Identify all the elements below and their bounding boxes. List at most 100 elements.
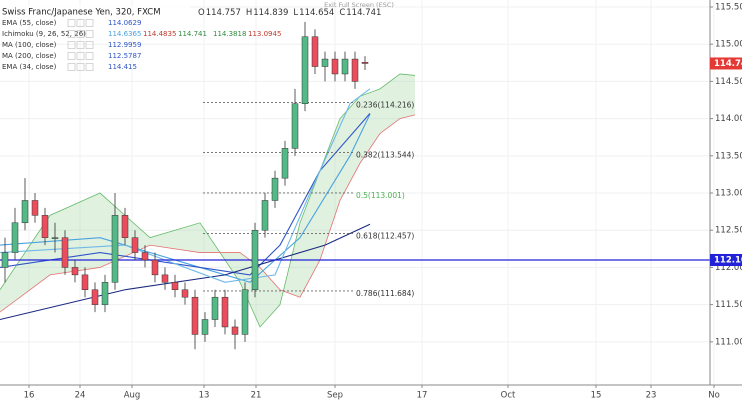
candle-body: [171, 282, 179, 291]
hline-tag: [710, 253, 742, 266]
candle-body: [121, 215, 129, 238]
fib-label: 0.786(111.684): [356, 289, 414, 298]
candle-body: [331, 58, 339, 75]
x-tick-label: No: [708, 391, 720, 401]
candle-body: [201, 319, 209, 335]
indicator-button: [76, 52, 85, 60]
indicator-button: [67, 41, 76, 49]
indicator-name: MA (100, close): [2, 41, 57, 49]
y-tick-label: 111.000: [715, 337, 742, 347]
y-tick-label: 115.000: [715, 40, 742, 50]
indicator-button: [76, 30, 85, 38]
axes: 111.000 111.500 112.000 112.500 113.000 113.5…: [24, 2, 742, 401]
candle-body: [141, 252, 149, 261]
candle-body: [361, 62, 369, 64]
indicator-button: [67, 30, 76, 38]
indicator-value: 112.9959: [108, 41, 141, 49]
x-tick-label: 16: [24, 391, 35, 401]
candle-body: [181, 289, 189, 298]
x-tick-label: Oct: [501, 391, 516, 401]
y-tick-label: 113.000: [715, 189, 742, 199]
indicator-name: Ichimoku (9, 26, 52, 26): [2, 30, 86, 38]
candle-body: [351, 58, 359, 82]
fib-label: 0.618(112.457): [356, 231, 414, 240]
indicator-value: 114.0629: [108, 19, 141, 27]
candle-body: [341, 58, 349, 75]
y-tick-label: 114.000: [715, 114, 742, 124]
indicator-name: EMA (34, close): [2, 63, 57, 71]
indicator-value: 114.415: [108, 63, 137, 71]
y-tick-label: 115.500: [715, 2, 742, 12]
indicator-button: [67, 63, 76, 71]
ohlc-value: 114.741: [346, 8, 381, 18]
ohlc-key: O: [198, 8, 205, 18]
ichimoku-span-a: [0, 73, 416, 328]
ohlc-key: L: [293, 8, 298, 18]
candle-body: [151, 259, 159, 276]
indicator-line: [0, 113, 371, 283]
candle-body: [61, 237, 69, 268]
indicator-button: [67, 52, 76, 60]
candle-body: [81, 274, 89, 291]
y-tick-label: 112.500: [715, 226, 742, 236]
ichimoku-value: 113.0945: [248, 30, 281, 38]
candle-body: [221, 296, 229, 328]
indicator-button: [76, 63, 85, 71]
y-tick-label: 114.500: [715, 77, 742, 87]
indicator-button: [85, 52, 94, 60]
candle-body: [321, 58, 329, 67]
candle-body: [71, 267, 79, 276]
indicator-value: 112.5787: [108, 52, 141, 60]
ichimoku-value: 114.4835: [143, 30, 176, 38]
candle-body: [211, 296, 219, 320]
legend-box: [0, 6, 190, 18]
candle-body: [301, 36, 309, 104]
ichimoku-value: 114.741: [178, 30, 207, 38]
ohlc-legend: O114.757 H114.839 L114.654 C114.741: [198, 8, 381, 18]
indicator-button: [76, 19, 85, 27]
candle-body: [281, 148, 289, 179]
fib-label: 0.5(113.001): [356, 191, 405, 200]
x-tick-label: 17: [417, 391, 428, 401]
indicator-name: MA (200, close): [2, 52, 57, 60]
candle-body: [161, 274, 169, 283]
candle-body: [241, 289, 249, 335]
ohlc-key: H: [246, 8, 252, 18]
ohlc-value: 114.757: [206, 8, 241, 18]
x-tick-label: 13: [199, 391, 210, 401]
y-tick-label: 112.000: [715, 263, 742, 273]
candle-body: [101, 282, 109, 305]
last-price-tag: [710, 57, 742, 70]
candle-body: [11, 222, 19, 253]
candle-body: [291, 103, 299, 149]
exit-fullscreen[interactable]: Exit Full Screen (ESC): [324, 1, 394, 9]
indicator-button: [85, 19, 94, 27]
last-price-tag-label: 114.74: [714, 59, 742, 69]
candle-body: [51, 237, 59, 239]
indicator-name: EMA (55, close): [2, 19, 57, 27]
y-tick-label: 113.500: [715, 151, 742, 161]
ohlc-value: 114.839: [253, 8, 288, 18]
candle-body: [311, 36, 319, 67]
indicator-button: [76, 41, 85, 49]
hline-tag-label: 112.10: [714, 255, 742, 265]
candle-body: [271, 177, 279, 201]
legend-title: Swiss Franc/Japanese Yen, 320, FXCM: [2, 8, 161, 18]
candle-body: [131, 237, 139, 253]
candle-body: [91, 289, 99, 305]
ichimoku-cloud: [0, 73, 415, 327]
candle-body: [21, 200, 29, 224]
ohlc-value: 114.654: [299, 8, 334, 18]
candle-body: [31, 200, 39, 216]
x-tick-label: 21: [251, 391, 262, 401]
ichimoku-value: 114.3818: [213, 30, 246, 38]
fib-label: 0.382(113.544): [356, 151, 414, 160]
candle-body: [1, 252, 9, 268]
x-tick-label: Aug: [124, 391, 141, 401]
legend: Swiss Franc/Japanese Yen, 320, FXCM O114.…: [0, 6, 381, 71]
x-tick-label: 23: [646, 391, 657, 401]
candle-body: [41, 215, 49, 238]
indicator-button: [85, 30, 94, 38]
indicator-button: [85, 63, 94, 71]
